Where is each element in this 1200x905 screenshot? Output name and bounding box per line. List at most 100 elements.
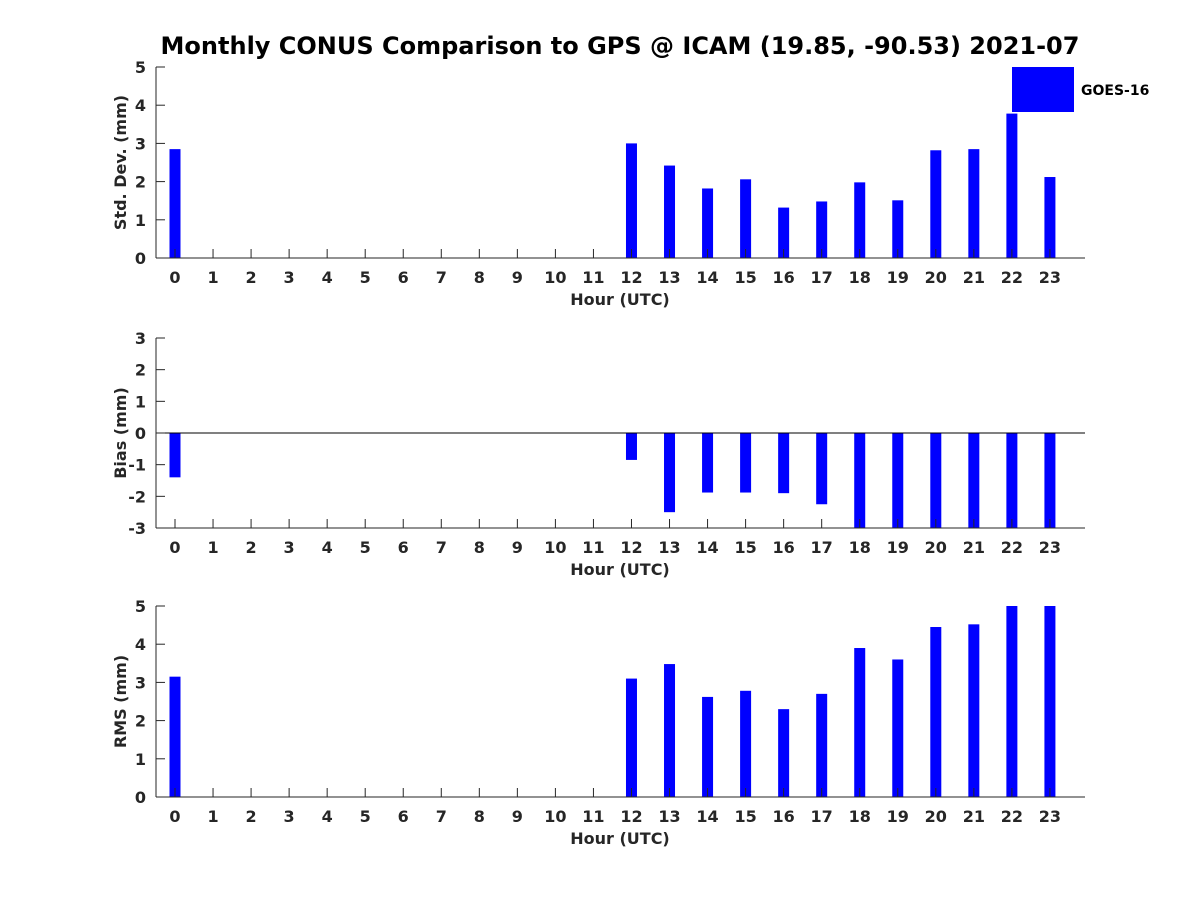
- x-tick-label: 9: [512, 268, 523, 287]
- x-tick-label: 4: [322, 268, 333, 287]
- x-tick-label: 6: [398, 807, 409, 826]
- x-tick-label: 5: [360, 268, 371, 287]
- y-tick-label: 1: [135, 750, 146, 769]
- bar-0: [169, 676, 181, 797]
- x-tick-label: 1: [207, 807, 218, 826]
- bar-15: [740, 179, 752, 258]
- bar-15: [740, 433, 752, 493]
- x-tick-label: 22: [1001, 807, 1023, 826]
- x-tick-label: 8: [474, 807, 485, 826]
- bar-0: [169, 433, 181, 478]
- bar-19: [892, 659, 904, 797]
- x-tick-label: 2: [246, 807, 257, 826]
- x-tick-label: 9: [512, 538, 523, 557]
- bar-14: [702, 696, 714, 797]
- x-tick-label: 10: [544, 538, 566, 557]
- y-tick-label: 2: [135, 173, 146, 192]
- x-tick-label: 15: [734, 268, 756, 287]
- y-tick-label: 3: [135, 673, 146, 692]
- x-tick-label: 21: [963, 268, 985, 287]
- x-tick-label: 11: [582, 807, 604, 826]
- x-tick-label: 18: [849, 807, 871, 826]
- bar-13: [664, 433, 676, 513]
- bar-13: [664, 165, 676, 258]
- bar-20: [930, 627, 942, 797]
- bar-15: [740, 690, 752, 797]
- x-tick-label: 9: [512, 807, 523, 826]
- x-tick-label: 17: [811, 807, 833, 826]
- x-tick-label: 19: [887, 807, 909, 826]
- x-axis-label: Hour (UTC): [570, 560, 670, 579]
- bar-19: [892, 433, 904, 528]
- x-tick-label: 2: [246, 538, 257, 557]
- bar-12: [625, 433, 637, 460]
- x-tick-label: 5: [360, 807, 371, 826]
- bar-17: [816, 693, 828, 797]
- bar-16: [778, 433, 790, 494]
- x-tick-label: 12: [620, 538, 642, 557]
- x-tick-label: 13: [658, 538, 680, 557]
- x-tick-label: 0: [169, 807, 180, 826]
- bar-17: [816, 201, 828, 258]
- bar-22: [1006, 433, 1018, 528]
- bar-20: [930, 433, 942, 528]
- bar-18: [854, 433, 866, 528]
- y-tick-label: 2: [135, 361, 146, 380]
- bar-23: [1044, 177, 1056, 258]
- y-tick-label: 5: [135, 58, 146, 77]
- x-tick-label: 18: [849, 538, 871, 557]
- x-tick-label: 17: [811, 538, 833, 557]
- x-tick-label: 16: [773, 268, 795, 287]
- x-tick-label: 5: [360, 538, 371, 557]
- x-tick-label: 20: [925, 268, 947, 287]
- y-axis-label: Std. Dev. (mm): [111, 95, 130, 230]
- y-tick-label: 0: [135, 424, 146, 443]
- y-tick-label: 2: [135, 712, 146, 731]
- bar-23: [1044, 606, 1056, 797]
- bar-20: [930, 150, 942, 258]
- y-tick-label: -1: [128, 456, 146, 475]
- x-tick-label: 18: [849, 268, 871, 287]
- x-tick-label: 10: [544, 807, 566, 826]
- legend-label: GOES-16: [1081, 83, 1149, 99]
- x-tick-label: 14: [696, 538, 718, 557]
- y-axis-label: RMS (mm): [111, 655, 130, 748]
- bar-21: [968, 433, 980, 528]
- chart-title: Monthly CONUS Comparison to GPS @ ICAM (…: [161, 32, 1080, 60]
- x-tick-label: 2: [246, 268, 257, 287]
- bar-21: [968, 624, 980, 797]
- bar-19: [892, 200, 904, 258]
- x-tick-label: 20: [925, 807, 947, 826]
- x-tick-label: 0: [169, 268, 180, 287]
- x-tick-label: 7: [436, 538, 447, 557]
- x-axis-label: Hour (UTC): [570, 829, 670, 848]
- x-tick-label: 7: [436, 268, 447, 287]
- x-tick-label: 14: [696, 807, 718, 826]
- bar-12: [625, 678, 637, 797]
- bar-18: [854, 648, 866, 797]
- x-tick-label: 23: [1039, 807, 1061, 826]
- x-tick-label: 10: [544, 268, 566, 287]
- x-tick-label: 16: [773, 807, 795, 826]
- x-tick-label: 20: [925, 538, 947, 557]
- x-tick-label: 12: [620, 807, 642, 826]
- x-tick-label: 8: [474, 268, 485, 287]
- bar-13: [664, 664, 676, 797]
- x-tick-label: 17: [811, 268, 833, 287]
- x-tick-label: 3: [284, 807, 295, 826]
- x-tick-label: 21: [963, 807, 985, 826]
- x-tick-label: 1: [207, 538, 218, 557]
- x-tick-label: 13: [658, 268, 680, 287]
- x-tick-label: 6: [398, 538, 409, 557]
- bar-22: [1006, 113, 1018, 258]
- x-tick-label: 11: [582, 268, 604, 287]
- y-tick-label: 0: [135, 249, 146, 268]
- y-tick-label: 0: [135, 788, 146, 807]
- bar-14: [702, 433, 714, 493]
- y-axis-label: Bias (mm): [111, 387, 130, 479]
- x-tick-label: 19: [887, 268, 909, 287]
